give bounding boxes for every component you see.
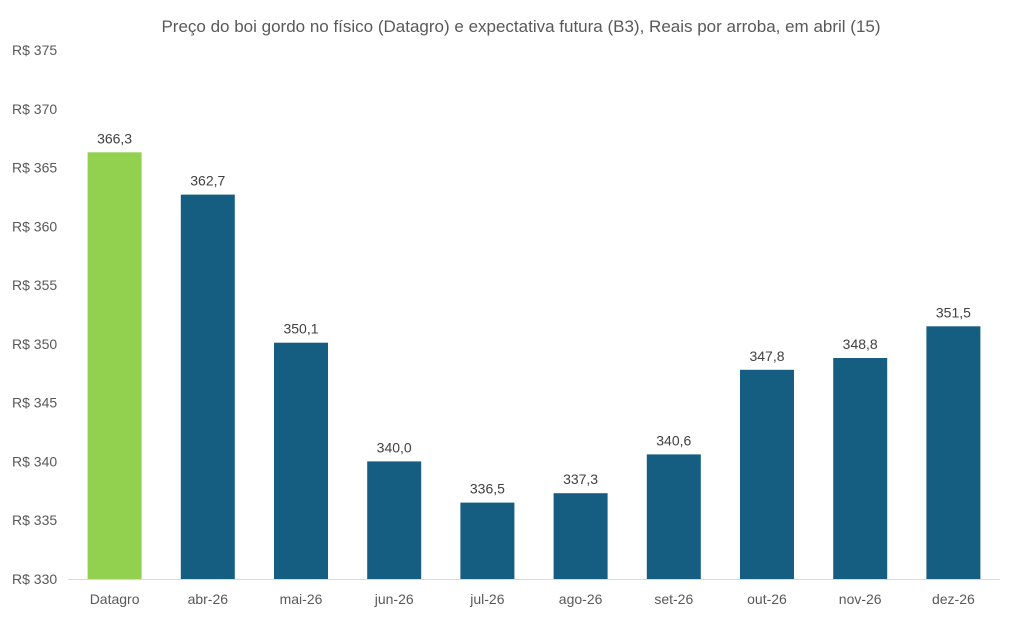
chart-title: Preço do boi gordo no físico (Datagro) e… xyxy=(161,17,880,36)
x-tick-label: Datagro xyxy=(90,591,140,607)
bar-jun-26 xyxy=(367,461,422,579)
bar-nov-26 xyxy=(833,358,888,579)
data-label: 351,5 xyxy=(936,304,971,320)
x-tick-label: abr-26 xyxy=(188,591,229,607)
y-tick-label: R$ 370 xyxy=(12,101,57,117)
data-label: 362,7 xyxy=(190,173,225,189)
y-tick-label: R$ 335 xyxy=(12,512,57,528)
data-label: 340,6 xyxy=(656,432,691,448)
y-tick-label: R$ 360 xyxy=(12,218,57,234)
data-label: 340,0 xyxy=(377,439,412,455)
y-axis: R$ 330 R$ 335 R$ 340 R$ 345 R$ 350 R$ 355 R$ 3… xyxy=(12,42,57,587)
data-label: 350,1 xyxy=(283,321,318,337)
x-tick-label: nov-26 xyxy=(839,591,882,607)
bar-abr-26 xyxy=(180,194,235,579)
x-tick-label: set-26 xyxy=(654,591,693,607)
x-tick-label: mai-26 xyxy=(280,591,323,607)
y-tick-label: R$ 345 xyxy=(12,395,57,411)
data-label: 347,8 xyxy=(749,348,784,364)
bar-datagro xyxy=(87,152,142,580)
x-tick-label: ago-26 xyxy=(559,591,603,607)
x-tick-label: jul-26 xyxy=(469,591,504,607)
bar-mai-26 xyxy=(274,342,328,579)
bar-out-26 xyxy=(740,369,794,579)
bar-jul-26 xyxy=(460,502,515,579)
x-tick-label: jun-26 xyxy=(374,591,414,607)
bar-dez-26 xyxy=(926,326,981,579)
x-tick-label: dez-26 xyxy=(932,591,975,607)
y-tick-label: R$ 330 xyxy=(12,571,57,587)
x-tick-label: out-26 xyxy=(747,591,787,607)
y-tick-label: R$ 355 xyxy=(12,277,57,293)
x-axis: Datagro abr-26 mai-26 jun-26 jul-26 ago-26 set… xyxy=(68,579,1000,607)
data-label: 336,5 xyxy=(470,481,505,497)
bar-set-26 xyxy=(646,454,701,579)
y-tick-label: R$ 365 xyxy=(12,160,57,176)
bars: 366,3 362,7 350,1 340,0 336,5 337,3 340,6 347,8… xyxy=(87,130,981,580)
y-tick-label: R$ 350 xyxy=(12,336,57,352)
y-tick-label: R$ 340 xyxy=(12,453,57,469)
data-label: 337,3 xyxy=(563,471,598,487)
y-tick-label: R$ 375 xyxy=(12,42,57,58)
bar-ago-26 xyxy=(553,493,608,579)
data-label: 348,8 xyxy=(843,336,878,352)
data-label: 366,3 xyxy=(97,130,132,146)
